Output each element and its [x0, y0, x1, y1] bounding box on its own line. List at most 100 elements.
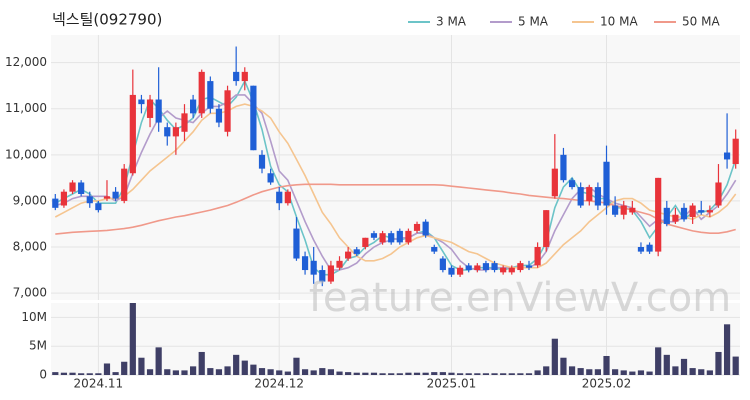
candle-body [448, 267, 455, 275]
y-tick-label: 10,000 [5, 147, 47, 161]
volume-bar [439, 372, 446, 375]
volume-bar [448, 372, 455, 375]
candle-body [723, 152, 731, 160]
y-tick-label: 0 [39, 368, 47, 382]
candle-body [560, 154, 567, 181]
candle-body [474, 265, 481, 271]
candle-body [129, 94, 136, 174]
candle-body [301, 256, 309, 271]
volume-bar [586, 369, 593, 375]
candle-body [456, 267, 464, 275]
volume-bar [353, 372, 360, 375]
y-tick-label: 12,000 [5, 55, 47, 69]
candle-body [663, 207, 670, 224]
volume-bar [181, 370, 188, 375]
candle-body [215, 108, 223, 123]
candle-body [146, 99, 154, 118]
candle-body [121, 168, 128, 201]
candle-body [525, 265, 533, 268]
volume-bar [534, 370, 541, 375]
volume-bar [250, 364, 257, 375]
candle-body [698, 210, 705, 213]
candle-body [345, 251, 352, 259]
candle-body [586, 187, 593, 201]
volume-bar [715, 351, 722, 375]
volume-bar [603, 355, 610, 375]
volume-bar [267, 369, 274, 375]
volume-bar [52, 372, 59, 375]
candle-body [706, 210, 713, 213]
volume-bar [723, 324, 731, 375]
candle-body [293, 228, 300, 259]
volume-bar [224, 366, 231, 375]
volume-bar [129, 303, 136, 375]
volume-bar [500, 373, 507, 375]
legend-label: 10 MA [600, 15, 638, 29]
volume-bar [146, 369, 154, 375]
volume-bar [672, 366, 679, 375]
candle-body [431, 247, 438, 252]
volume-bar [112, 372, 119, 375]
volume-bar [86, 373, 93, 375]
candle-body [155, 99, 162, 123]
candle-body [267, 173, 274, 183]
volume-bar [345, 372, 352, 375]
volume-bar [190, 366, 197, 375]
volume-bar [698, 369, 705, 375]
volume-bar [465, 373, 472, 375]
ma-line [55, 94, 737, 271]
volume-bar [405, 372, 412, 375]
legend-label: 3 MA [436, 15, 467, 29]
legend-label: 50 MA [682, 15, 720, 29]
volume-bar [568, 366, 576, 375]
candle-body [52, 198, 59, 208]
candle-body [198, 71, 205, 114]
volume-bar [258, 368, 266, 375]
volume-bar [121, 361, 128, 375]
candle-body [508, 267, 515, 273]
candle-body [482, 263, 490, 271]
y-tick-label: 5M [29, 339, 47, 353]
candle-body [413, 223, 421, 231]
volume-bar [594, 369, 601, 375]
candle-body [465, 265, 472, 271]
volume-bar [172, 370, 179, 375]
candle-body [620, 205, 627, 215]
candle-body [655, 177, 662, 252]
candle-body [336, 260, 343, 268]
candle-body [207, 81, 214, 109]
candle-body [603, 161, 610, 206]
volume-bar [69, 372, 76, 375]
y-tick-label: 7,000 [13, 286, 47, 300]
volume-bar [543, 366, 550, 375]
candle-body [517, 263, 524, 271]
volume-bar [233, 354, 240, 375]
volume-bar [474, 373, 481, 375]
volume-bar [396, 373, 403, 375]
volume-bar [284, 371, 291, 375]
volume-bar [551, 338, 558, 375]
candle-body [241, 71, 248, 82]
volume-bar [508, 373, 515, 375]
volume-bar [319, 368, 326, 375]
candle-body [732, 138, 739, 165]
candle-body [672, 214, 679, 222]
candle-body [500, 267, 507, 273]
candle-body [284, 191, 291, 204]
candle-body [95, 203, 102, 211]
volume-bar [577, 368, 584, 375]
volume-bar [336, 371, 343, 375]
candle-body [112, 191, 119, 199]
x-tick-label: 2024.12 [254, 377, 304, 391]
candle-body [689, 205, 696, 218]
candle-body [327, 265, 335, 282]
volume-bar [301, 369, 309, 375]
candle-body [190, 99, 197, 114]
volume-bar [560, 357, 567, 375]
volume-bar [362, 372, 369, 375]
candle-body [680, 207, 688, 220]
candle-body [370, 233, 378, 238]
volume-bar [413, 372, 421, 375]
x-tick-label: 2024.11 [74, 377, 124, 391]
